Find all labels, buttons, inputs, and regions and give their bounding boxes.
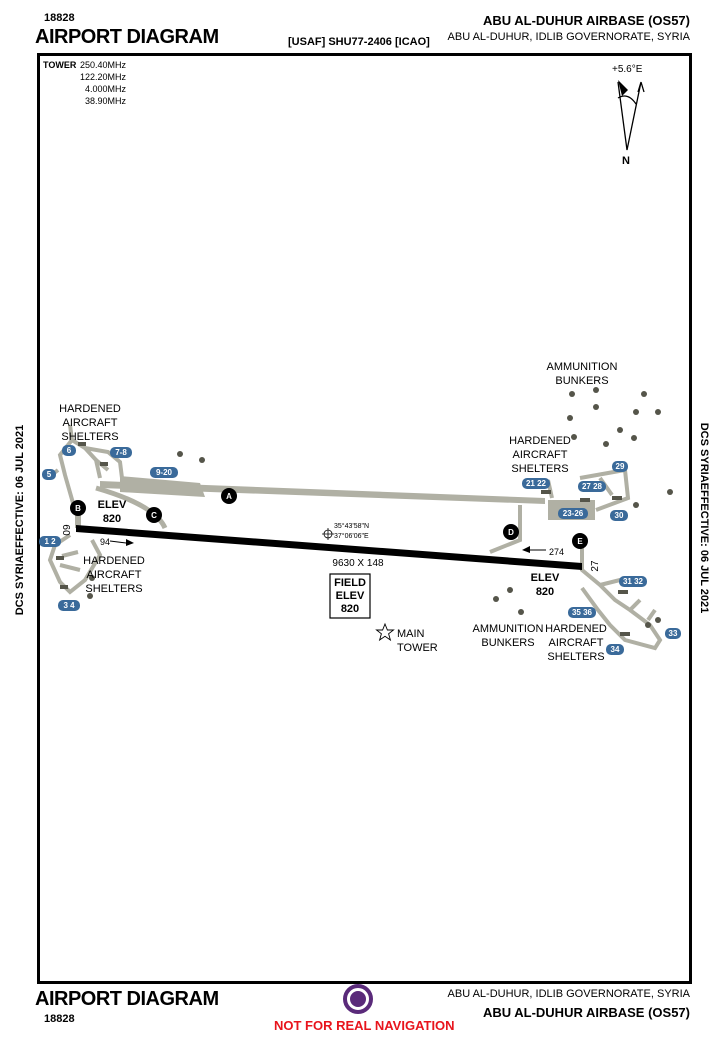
svg-text:820: 820: [341, 603, 359, 615]
airport-location: ABU AL-DUHUR, IDLIB GOVERNORATE, SYRIA: [447, 31, 690, 43]
footer-chart-id: 18828: [44, 1013, 75, 1025]
runway-end-west: 09: [62, 524, 73, 536]
heading-west-arrow-icon: [109, 540, 127, 544]
taxiway-labels: A B C D E: [70, 488, 588, 549]
chart-code: [USAF] SHU77-2406 [ICAO]: [288, 36, 430, 48]
spot-31-32: 31 32: [623, 577, 644, 586]
elev-west-value: 820: [103, 513, 121, 525]
diagram-frame: [37, 53, 692, 984]
spot-3-4: 3 4: [63, 601, 75, 610]
spot-9-20: 9-20: [156, 468, 173, 477]
not-for-navigation-notice: NOT FOR REAL NAVIGATION: [274, 1018, 455, 1033]
taxiway-c: C: [151, 511, 157, 520]
bunkers-ne-2: BUNKERS: [555, 375, 608, 387]
magnetic-variation: +5.6°E: [612, 64, 643, 75]
shelter-marks: [56, 442, 630, 636]
runway-09-27: [76, 525, 582, 570]
svg-text:37°06'06"E: 37°06'06"E: [334, 532, 369, 540]
svg-text:FIELD: FIELD: [334, 577, 366, 589]
shelters-ne-3: SHELTERS: [511, 463, 568, 475]
spot-34: 34: [611, 645, 620, 654]
chart-id: 18828: [44, 12, 75, 24]
taxiway-e: E: [577, 537, 583, 546]
elev-east-label: ELEV: [531, 572, 560, 584]
spot-35-36: 35 36: [572, 608, 593, 617]
shelters-nw-1: HARDENED: [59, 403, 121, 415]
chart-title: AIRPORT DIAGRAM: [35, 26, 219, 48]
airport-name: ABU AL-DUHUR AIRBASE (OS57): [482, 13, 690, 28]
footer-title: AIRPORT DIAGRAM: [35, 988, 219, 1010]
shelter-labels: HARDENED AIRCRAFT SHELTERS HARDENED AIRC…: [59, 403, 607, 663]
north-label: N: [622, 155, 630, 167]
tower-freq-4: 38.90MHz: [85, 96, 127, 106]
airport-reference-point: 35°43'58"N 37°06'06"E: [322, 522, 369, 540]
spot-7-8: 7-8: [115, 448, 127, 457]
shelters-nw-3: SHELTERS: [61, 431, 118, 443]
taxiway-network: [46, 424, 663, 651]
elev-west-label: ELEV: [98, 499, 127, 511]
shelters-ne-2: AIRCRAFT: [513, 449, 568, 461]
spot-29: 29: [616, 462, 625, 471]
svg-text:35°43'58"N: 35°43'58"N: [334, 522, 369, 530]
spot-6: 6: [67, 446, 72, 455]
logo-icon: [343, 984, 373, 1014]
footer-airport-name: ABU AL-DUHUR AIRBASE (OS57): [482, 1005, 690, 1020]
tower-freq-2: 122.20MHz: [80, 72, 127, 82]
ammunition-bunkers: [87, 387, 673, 628]
tower-star-icon: [375, 622, 395, 642]
field-elevation-box: FIELD ELEV 820: [329, 573, 371, 619]
heading-west: 94: [100, 537, 110, 547]
spot-30: 30: [615, 511, 624, 520]
spot-27-28: 27 28: [582, 482, 603, 491]
taxiway-b: B: [75, 504, 81, 513]
main-tower-line2: TOWER: [397, 642, 438, 654]
taxiway-d: D: [508, 528, 514, 537]
tower-frequencies: TOWER 250.40MHz 122.20MHz 4.000MHz 38.90…: [43, 60, 126, 106]
spot-23-26: 23-26: [563, 509, 584, 518]
parking-spots: 6 7-8 5 9-20 1 2 3 4 21 22 27 28 29 23-2…: [39, 445, 681, 655]
shelters-ne-1: HARDENED: [509, 435, 571, 447]
heading-east: 274: [549, 547, 564, 557]
tower-freq-1: 250.40MHz: [80, 60, 127, 70]
elev-east-value: 820: [536, 586, 554, 598]
bunker-labels: AMMUNITION BUNKERS AMMUNITION BUNKERS: [473, 361, 618, 649]
spot-1-2: 1 2: [44, 537, 56, 546]
shelters-sw-3: SHELTERS: [85, 583, 142, 595]
bunkers-se-2: BUNKERS: [481, 637, 534, 649]
spot-21-22: 21 22: [526, 479, 547, 488]
main-tower: MAIN TOWER: [375, 622, 438, 654]
spot-5: 5: [47, 470, 52, 479]
shelters-nw-2: AIRCRAFT: [63, 417, 118, 429]
shelters-se-2: AIRCRAFT: [549, 637, 604, 649]
svg-text:ELEV: ELEV: [336, 590, 365, 602]
main-tower-line1: MAIN: [397, 628, 425, 640]
bunkers-ne-1: AMMUNITION: [547, 361, 618, 373]
shelters-se-1: HARDENED: [545, 623, 607, 635]
shelters-sw-1: HARDENED: [83, 555, 145, 567]
footer-location: ABU AL-DUHUR, IDLIB GOVERNORATE, SYRIA: [447, 988, 690, 1000]
tower-label: TOWER: [43, 60, 77, 70]
taxiway-a: A: [226, 492, 232, 501]
spot-33: 33: [669, 629, 678, 638]
shelters-sw-2: AIRCRAFT: [87, 569, 142, 581]
bunkers-se-1: AMMUNITION: [473, 623, 544, 635]
runway-dimensions: 9630 X 148: [332, 558, 384, 569]
north-arrow-icon: +5.6°E N: [612, 64, 645, 167]
shelters-se-3: SHELTERS: [547, 651, 604, 663]
tower-freq-3: 4.000MHz: [85, 84, 127, 94]
runway-end-east: 27: [590, 560, 601, 572]
